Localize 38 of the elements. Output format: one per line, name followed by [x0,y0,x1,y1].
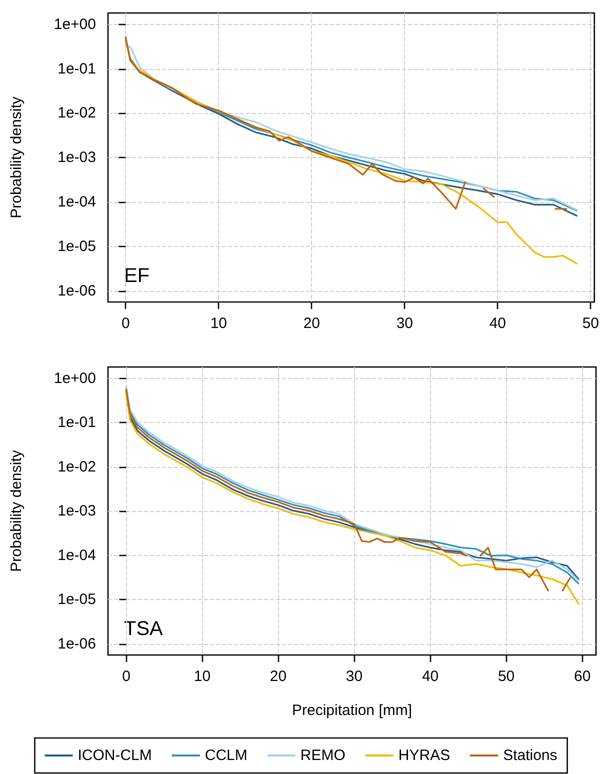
y-tick-label: 1e-02 [58,458,96,476]
legend-label: HYRAS [398,747,450,764]
y-tick-label: 1e-06 [58,282,96,300]
y-tick-label: 1e-01 [58,60,96,78]
annotation: EF [124,265,150,287]
y-tick-label: 1e-05 [58,591,96,608]
x-tick-label: 40 [489,315,506,332]
y-tick-label: 1e-04 [58,546,96,564]
y-tick-label: 1e+00 [54,370,96,387]
y-axis-title: Probability density [8,96,25,218]
x-tick-label: 20 [303,315,320,332]
x-tick-label: 60 [574,668,591,685]
legend-label: CCLM [204,747,248,764]
annotation: TSA [124,618,164,640]
x-tick-label: 50 [498,668,515,685]
y-tick-label: 1e-03 [58,149,96,166]
y-tick-label: 1e-04 [58,193,96,210]
x-axis-title: Precipitation [mm] [292,702,412,719]
x-tick-label: 30 [346,668,363,685]
x-tick-label: 10 [194,668,211,685]
line-series [124,38,578,264]
x-tick-label: 50 [582,315,599,332]
y-tick-label: 1e-02 [58,104,96,122]
x-tick-label: 30 [396,315,414,332]
legend-label: Stations [503,747,558,764]
x-tick-label: 0 [122,315,130,332]
x-tick-label: 0 [122,668,130,685]
legend-label: ICON-CLM [78,747,152,764]
x-tick-label: 20 [270,668,287,685]
y-tick-label: 1e-05 [58,238,96,255]
y-tick-label: 1e+00 [54,16,96,33]
y-tick-label: 1e-06 [58,635,96,652]
legend-label: REMO [300,747,346,764]
y-axis-title: Probability density [8,450,25,572]
x-tick-label: 40 [422,668,439,685]
y-tick-label: 1e-01 [58,414,96,432]
y-tick-label: 1e-03 [58,502,96,520]
x-tick-label: 10 [210,315,228,332]
